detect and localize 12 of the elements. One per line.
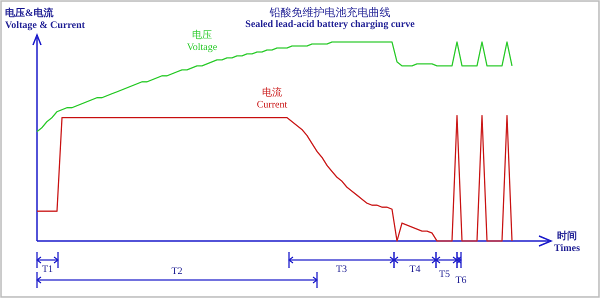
text: T1 [42,264,54,275]
text: T6 [455,275,467,286]
text: T4 [409,264,421,275]
y-axis-title: 电压&电流 Voltage & Current [5,7,86,31]
chart-subtitle: Sealed lead-acid battery charging curve [245,19,416,30]
x-axis-title: 时间 Times [554,230,580,254]
text: T2 [171,266,183,277]
text: T3 [336,264,348,275]
series-label: 电压 Voltage [186,28,218,53]
text: T5 [438,269,450,280]
series-label: 电流 Current [256,86,288,111]
chart-title: 铅酸免维护电池充电曲线 [268,6,390,19]
